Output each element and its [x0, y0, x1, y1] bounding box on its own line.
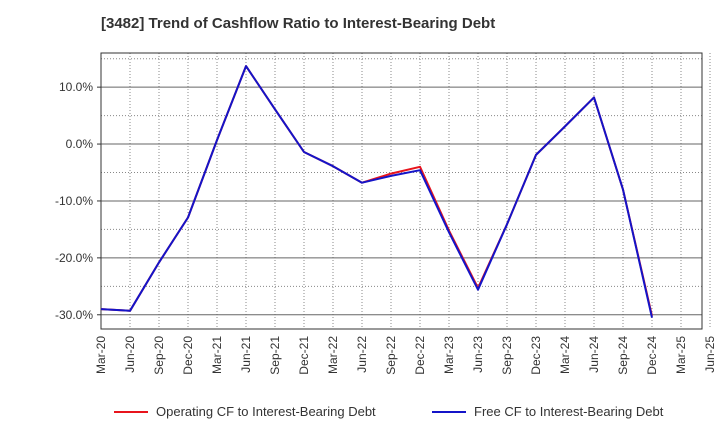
x-tick-label: Jun-20 — [123, 336, 137, 373]
legend-swatch-red — [114, 410, 148, 413]
x-tick-label: Jun-23 — [471, 336, 485, 373]
legend-label-free-cf: Free CF to Interest-Bearing Debt — [474, 404, 664, 419]
y-gridlines — [101, 58, 702, 316]
x-tick-label: Dec-22 — [413, 336, 427, 375]
legend-label-operating-cf: Operating CF to Interest-Bearing Debt — [156, 404, 376, 419]
plot-border — [100, 52, 703, 330]
y-tick-label: 0.0% — [66, 137, 94, 151]
x-tick-label: Dec-20 — [181, 336, 195, 375]
y-axis-tick-labels: 10.0% 0.0% -10.0% -20.0% -30.0% — [55, 80, 101, 322]
series-line-free-cf — [100, 65, 653, 318]
chart-title: [3482] Trend of Cashflow Ratio to Intere… — [101, 15, 496, 32]
x-tick-label: Dec-23 — [529, 336, 543, 375]
y-tick-label: -30.0% — [55, 308, 93, 322]
x-tick-label: Jun-22 — [355, 336, 369, 373]
x-tick-label: Jun-25 — [703, 336, 717, 373]
legend-swatch-blue — [432, 410, 466, 413]
x-tick-label: Sep-21 — [268, 336, 282, 375]
x-tick-label: Mar-24 — [558, 336, 572, 374]
x-tick-label: Jun-24 — [587, 336, 601, 373]
x-tick-label: Mar-25 — [674, 336, 688, 374]
x-tick-label: Sep-23 — [500, 336, 514, 375]
x-tick-label: Mar-21 — [210, 336, 224, 374]
y-tick-label: -20.0% — [55, 251, 93, 265]
x-tick-label: Sep-20 — [152, 336, 166, 375]
legend-item-free-cf: Free CF to Interest-Bearing Debt — [432, 404, 663, 419]
x-tick-label: Sep-24 — [616, 336, 630, 375]
legend-item-operating-cf: Operating CF to Interest-Bearing Debt — [114, 404, 376, 419]
x-tick-label: Dec-24 — [645, 336, 659, 375]
x-tick-label: Mar-22 — [326, 336, 340, 374]
x-tick-label: Mar-23 — [442, 336, 456, 374]
series-lines — [100, 65, 653, 318]
x-tick-label: Dec-21 — [297, 336, 311, 375]
x-tick-label: Sep-22 — [384, 336, 398, 375]
plot-area — [101, 53, 702, 329]
x-tick-label: Mar-20 — [94, 336, 108, 374]
y-tick-label: 10.0% — [59, 80, 93, 94]
x-tick-label: Jun-21 — [239, 336, 253, 373]
y-tick-label: -10.0% — [55, 194, 93, 208]
x-axis-tick-labels: Mar-20 Jun-20 Sep-20 Dec-20 Mar-21 Jun-21 Sep-… — [94, 336, 717, 375]
